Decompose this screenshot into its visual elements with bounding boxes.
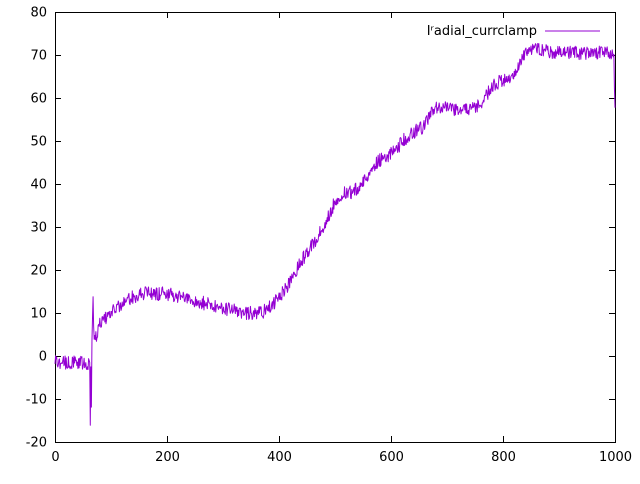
y-tick-label: 50 bbox=[30, 135, 47, 150]
plot-border-rect bbox=[55, 12, 616, 443]
x-tick-label: 200 bbox=[155, 450, 180, 465]
y-tick-label: 40 bbox=[30, 178, 47, 193]
x-tick-label: 1000 bbox=[599, 450, 632, 465]
legend-label: Iʳadial_currclamp bbox=[427, 24, 537, 39]
legend: Iʳadial_currclamp bbox=[427, 24, 600, 39]
series-lines bbox=[54, 42, 616, 426]
y-tick-label: 80 bbox=[30, 6, 47, 21]
y-tick-label: -10 bbox=[26, 393, 47, 408]
x-tick-label: 400 bbox=[267, 450, 292, 465]
y-tick-label: -20 bbox=[26, 436, 47, 451]
y-tick-label: 30 bbox=[30, 221, 47, 236]
y-tick-label: 60 bbox=[30, 92, 47, 107]
x-tick-label: 0 bbox=[51, 450, 59, 465]
y-tick-label: 10 bbox=[30, 307, 47, 322]
y-tick-label: 0 bbox=[39, 350, 47, 365]
x-tick-label: 800 bbox=[491, 450, 516, 465]
x-tick-label: 600 bbox=[379, 450, 404, 465]
plot-border bbox=[55, 12, 616, 443]
y-tick-label: 70 bbox=[30, 49, 47, 64]
series-line bbox=[54, 42, 616, 426]
y-tick-label: 20 bbox=[30, 264, 47, 279]
axis-tick-labels: 0 200 400 600 800 1000 -20 -10 0 10 20 30 40 50 60 70 80 bbox=[26, 6, 632, 466]
axis-ticks bbox=[55, 12, 616, 443]
